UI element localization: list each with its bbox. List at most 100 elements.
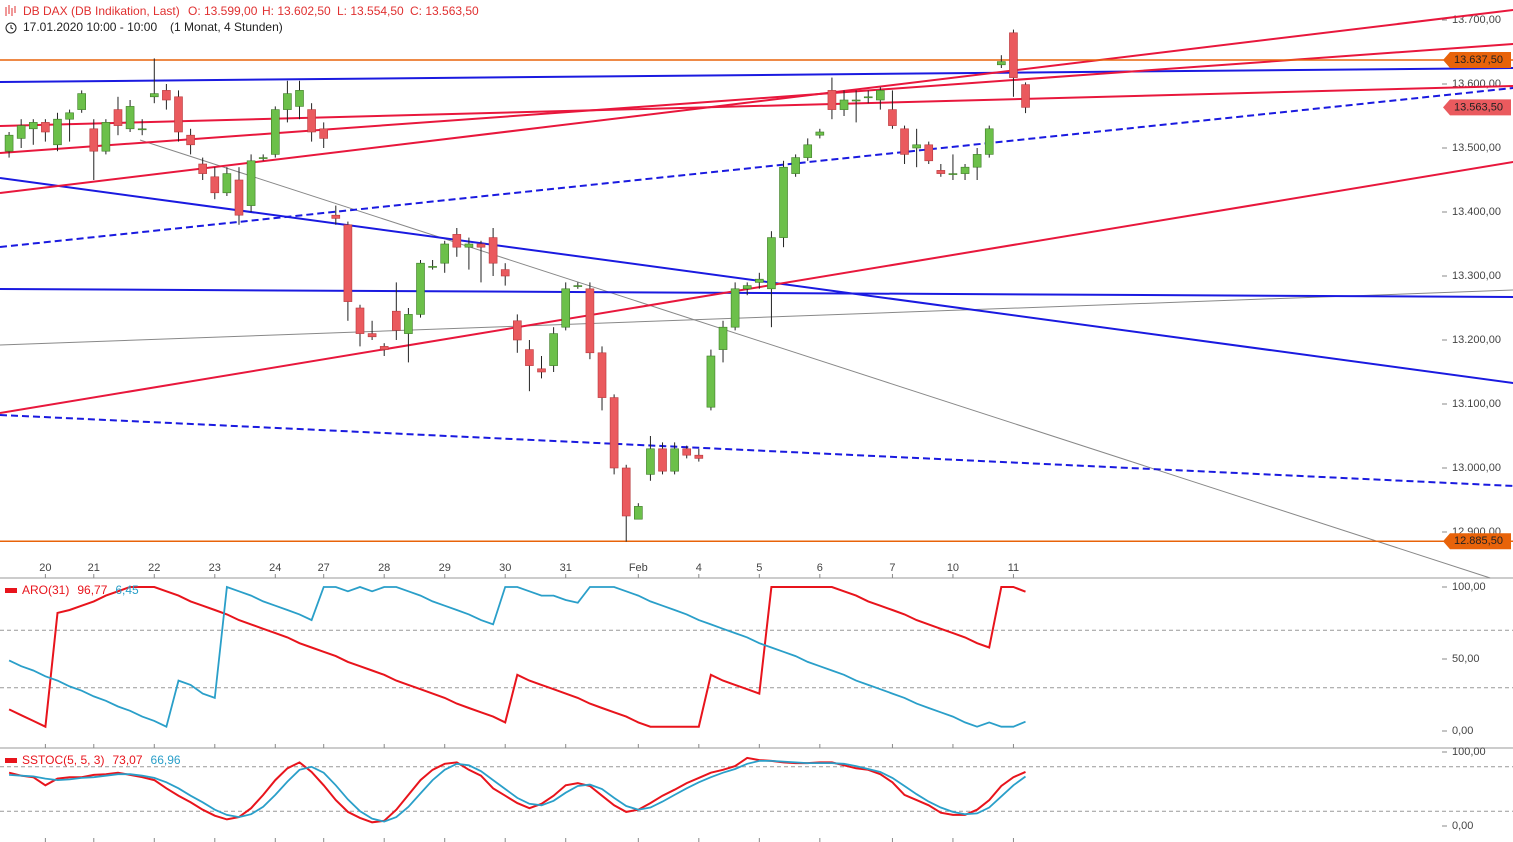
- trendline: [0, 67, 1513, 84]
- trendline: [139, 139, 1491, 579]
- y-tick-label: 50,00: [1452, 653, 1480, 665]
- candle-body: [597, 352, 607, 398]
- trendline: [0, 287, 1513, 298]
- candle-body: [367, 333, 377, 338]
- x-tick-label: 20: [39, 562, 51, 574]
- x-tick-label: 30: [499, 562, 511, 574]
- candle-body: [416, 262, 425, 315]
- ohlc-low: L: 13.554,50: [337, 4, 404, 18]
- candle-body: [670, 448, 679, 472]
- candle-body: [41, 122, 50, 133]
- x-tick-label: 22: [148, 562, 160, 574]
- candle-body: [500, 269, 510, 277]
- trendlines: [0, 9, 1513, 579]
- price-label: 12.885,50: [1454, 535, 1503, 547]
- trendline: [0, 161, 1513, 414]
- candle-body: [621, 467, 631, 517]
- candle-body: [537, 368, 546, 373]
- candle-body: [404, 314, 413, 334]
- legend-swatch: [5, 758, 17, 763]
- candle-body: [258, 157, 268, 159]
- y-tick-label: 0,00: [1452, 820, 1473, 832]
- ohlc-close: C: 13.563,50: [410, 4, 479, 18]
- y-tick-label: 13.100,00: [1452, 398, 1501, 410]
- y-tick-label: 13.300,00: [1452, 270, 1501, 282]
- header: DB DAX (DB Indikation, Last) O: 13.599,0…: [5, 4, 479, 34]
- y-tick-label: 0,00: [1452, 725, 1473, 737]
- candle-body: [815, 131, 825, 136]
- price-label-box: [1443, 99, 1511, 116]
- legend-value: 66,96: [151, 753, 181, 767]
- candle-body: [694, 454, 704, 459]
- x-tick-label: 10: [947, 562, 959, 574]
- candle-body: [428, 266, 437, 268]
- legend-value: 6,45: [115, 583, 139, 597]
- candle-body: [525, 349, 534, 366]
- candle-body: [876, 90, 885, 101]
- candle-body: [803, 144, 813, 158]
- candle-body: [295, 90, 304, 107]
- candle-body: [162, 90, 171, 101]
- candle-body: [972, 154, 982, 168]
- period: (1 Monat, 4 Stunden): [170, 20, 283, 34]
- candle-body: [706, 355, 716, 408]
- candle-body: [742, 285, 752, 290]
- x-tick-label: 6: [817, 562, 823, 574]
- chart-icon: [5, 5, 16, 16]
- candle-body: [137, 128, 147, 131]
- candle-body: [343, 224, 353, 302]
- candle-body: [89, 128, 99, 152]
- candle-body: [658, 448, 667, 472]
- candle-body: [234, 179, 244, 216]
- clock-icon: [5, 22, 17, 34]
- indicator-line: [8, 585, 1026, 728]
- y-tick-label: 13.200,00: [1452, 334, 1501, 346]
- candle-body: [718, 326, 728, 350]
- indicator-title: SSTOC(5, 5, 3): [22, 753, 104, 767]
- y-tick-label: 100,00: [1452, 581, 1486, 593]
- candle-body: [863, 96, 873, 99]
- candle-body: [307, 109, 316, 133]
- candle-body: [174, 96, 183, 133]
- candle-body: [283, 93, 292, 110]
- candle-body: [924, 144, 934, 162]
- y-tick-label: 13.400,00: [1452, 206, 1501, 218]
- candle-body: [779, 166, 788, 238]
- candle-body: [791, 157, 800, 174]
- candle-body: [682, 448, 692, 456]
- y-tick-label: 100,00: [1452, 746, 1486, 758]
- candle-body: [912, 144, 921, 149]
- legend-value: 96,77: [77, 583, 107, 597]
- candle-body: [440, 243, 450, 264]
- subtitle: 17.01.2020 10:00 - 10:00: [23, 20, 157, 34]
- candle-body: [198, 163, 207, 174]
- price-label: 13.563,50: [1454, 101, 1503, 113]
- trendline: [0, 9, 1513, 194]
- candle-body: [28, 122, 38, 130]
- candle-body: [948, 173, 958, 175]
- candle-body: [77, 93, 86, 110]
- candle-body: [936, 170, 946, 174]
- candle-body: [1009, 32, 1018, 78]
- candle-body: [960, 166, 970, 174]
- x-tick-label: 11: [1008, 562, 1019, 574]
- candle-body: [319, 128, 328, 139]
- candle-body: [53, 118, 62, 146]
- price-label: 13.637,50: [1454, 54, 1503, 66]
- x-tick-label: 29: [439, 562, 451, 574]
- candle-body: [101, 122, 111, 152]
- candle-body: [646, 448, 655, 475]
- candle-body: [452, 234, 462, 248]
- x-tick-label: 31: [560, 562, 572, 574]
- ohlc-open: O: 13.599,00: [188, 4, 258, 18]
- y-tick-label: 13.000,00: [1452, 462, 1501, 474]
- candle-body: [827, 90, 837, 110]
- x-tick-label: 28: [378, 562, 390, 574]
- trendline: [0, 43, 1513, 154]
- indicator-line: [8, 756, 1026, 824]
- candle-body: [65, 112, 74, 120]
- candle-body: [379, 346, 389, 350]
- candle-body: [609, 397, 619, 469]
- candle-body: [561, 288, 571, 328]
